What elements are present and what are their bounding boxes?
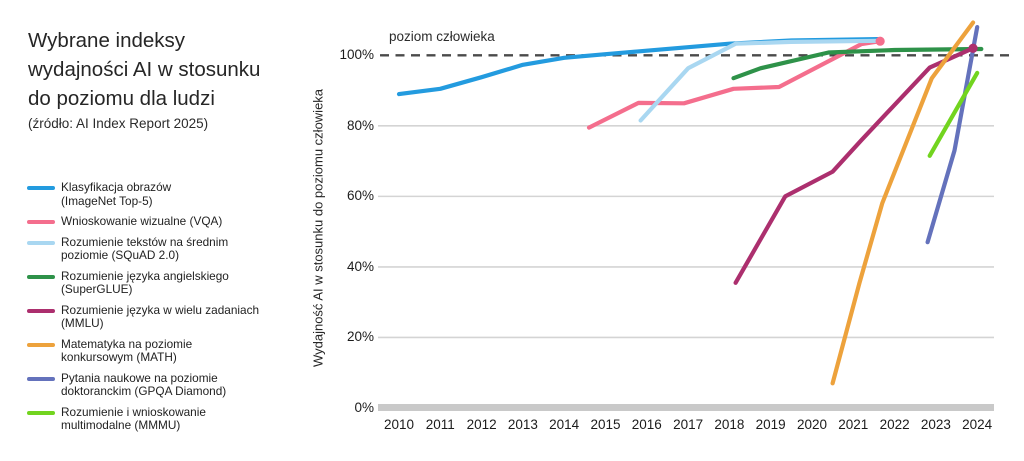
series-end-dot-vqa (875, 36, 885, 46)
legend-swatch-mmlu (27, 308, 55, 313)
y-tick-label-0: 0% (354, 400, 374, 415)
legend-label-line: konkursowym (MATH) (61, 350, 177, 364)
legend-swatch-gpqa (27, 376, 55, 381)
x-tick-label-2021: 2021 (838, 417, 869, 432)
y-tick-label-20: 20% (346, 329, 374, 345)
legend-label-line: Rozumienie i wnioskowanie (61, 404, 206, 419)
series-line-mmmu (927, 70, 980, 158)
series-line-gpqa (925, 25, 980, 245)
legend-swatch-superglue (27, 274, 55, 279)
legend-label-line: (ImageNet Top-5) (61, 193, 153, 208)
legend-label-line: Klasyfikacja obrazów (61, 180, 172, 194)
legend-swatch-vqa (27, 220, 55, 224)
source-note: (źródło: AI Index Report 2025) (28, 116, 209, 131)
legend-item-mmlu: Rozumienie języka w wielu zadaniach (MMLU… (27, 302, 260, 331)
x-tick-label-2024: 2024 (962, 417, 993, 432)
x-tick-label-2014: 2014 (549, 417, 580, 432)
y-tick-label-80: 80% (346, 117, 374, 133)
legend-item-squad: Rozumienie tekstów na średnim poziomie (S… (27, 234, 259, 263)
series-line-squad (638, 38, 881, 123)
chart-header: Wybrane indeksy wydajności AI w stosunku… (28, 26, 298, 113)
y-axis-title: Wydajność AI w stosunku do poziomu człow… (310, 88, 326, 368)
legend-swatch-mmmu (27, 410, 55, 415)
legend-item-math: Matematyka na poziomie konkursowym (MATH) (27, 336, 259, 365)
x-tick-label-2015: 2015 (590, 417, 621, 432)
legend-label-line: Rozumienie tekstów na średnim (61, 234, 229, 249)
legend-item-vqa: Wnioskowanie wizualne (VQA) (27, 214, 259, 229)
legend-label-line: Pytania naukowe na poziomie (61, 370, 218, 385)
legend-label-superglue: Rozumienie języka angielskiego (SuperGLUE… (61, 268, 229, 297)
page-title-line-2: wydajności AI w stosunku (28, 58, 261, 81)
human-level-label: poziom człowieka (389, 29, 495, 44)
baseline-bar (378, 404, 994, 411)
series-line-superglue (731, 46, 984, 81)
legend: Klasyfikacja obrazów (ImageNet Top-5) Wnio… (27, 180, 260, 433)
y-tick-label-60: 60% (346, 188, 374, 204)
legend-label-line: Rozumienie języka w wielu zadaniach (61, 302, 260, 317)
legend-swatch-squad (27, 240, 55, 245)
legend-item-gpqa: Pytania naukowe na poziomie doktoranckim … (27, 370, 259, 399)
legend-label-line: doktoranckim (GPQA Diamond) (61, 384, 227, 398)
x-tick-label-2013: 2013 (507, 417, 538, 432)
legend-label-line: (SuperGLUE) (61, 282, 133, 296)
x-tick-label-2016: 2016 (631, 417, 662, 432)
legend-label-gpqa: Pytania naukowe na poziomie doktoranckim … (61, 370, 227, 399)
series-line-imagenet (396, 36, 881, 97)
legend-item-imagenet: Klasyfikacja obrazów (ImageNet Top-5) (27, 180, 259, 208)
legend-label-line: poziomie (SQuAD 2.0) (61, 248, 180, 262)
legend-swatch-math (27, 342, 55, 347)
x-tick-label-2011: 2011 (425, 417, 455, 432)
page-title-line-3: do poziomu dla ludzi (28, 87, 215, 110)
x-tick-label-2012: 2012 (466, 417, 497, 432)
legend-label-mmmu: Rozumienie i wnioskowanie multimodalne (M… (61, 404, 206, 433)
x-tick-label-2017: 2017 (673, 417, 704, 432)
series-line-mmlu (733, 46, 976, 285)
legend-label-line: (MMLU) (61, 316, 104, 330)
legend-label-math: Matematyka na poziomie konkursowym (MATH) (61, 336, 193, 365)
x-tick-label-2010: 2010 (383, 417, 415, 432)
x-tick-label-2023: 2023 (920, 417, 951, 432)
legend-label-squad: Rozumienie tekstów na średnim poziomie (S… (61, 234, 229, 263)
legend-item-mmmu: Rozumienie i wnioskowanie multimodalne (M… (27, 404, 259, 433)
page-title-line-1: Wybrane indeksy (28, 29, 186, 52)
series-line-math (830, 20, 976, 386)
x-tick-label-2019: 2019 (755, 417, 786, 432)
legend-label-line: Matematyka na poziomie (61, 336, 193, 351)
series-line-vqa (586, 39, 883, 130)
legend-item-superglue: Rozumienie języka angielskiego (SuperGLUE… (27, 268, 259, 297)
legend-label-line: Rozumienie języka angielskiego (61, 268, 229, 283)
legend-label-vqa: Wnioskowanie wizualne (VQA) (61, 214, 223, 229)
legend-swatch-imagenet (27, 186, 55, 190)
y-tick-label-40: 40% (346, 258, 374, 274)
legend-label-imagenet: Klasyfikacja obrazów (ImageNet Top-5) (61, 180, 172, 208)
y-tick-label-100: 100% (339, 47, 374, 63)
x-tick-label-2022: 2022 (879, 417, 910, 432)
x-tick-label-2018: 2018 (714, 417, 745, 432)
legend-label-line: multimodalne (MMMU) (61, 418, 181, 432)
legend-label-mmlu: Rozumienie języka w wielu zadaniach (MMLU… (61, 302, 260, 331)
x-tick-label-2020: 2020 (796, 417, 828, 432)
legend-label-line: Wnioskowanie wizualne (VQA) (61, 214, 223, 228)
series-end-dot-mmlu (968, 43, 978, 53)
